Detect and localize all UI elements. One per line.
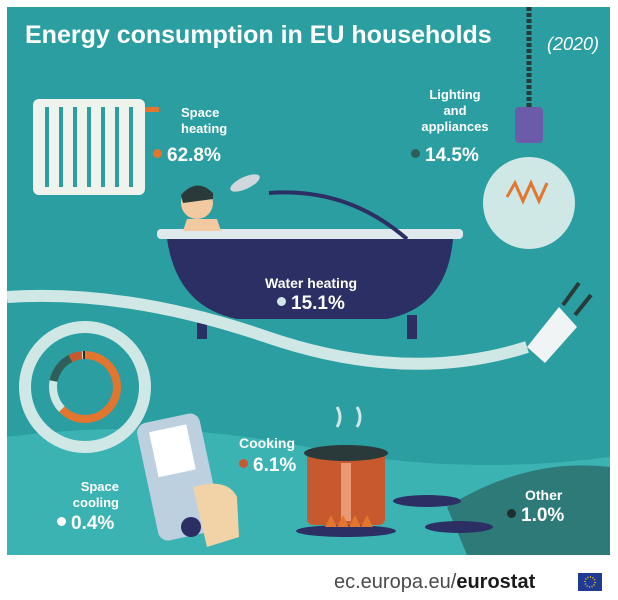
- infographic-panel: Energy consumption in EU households (202…: [7, 7, 610, 555]
- bathtub-icon: [157, 174, 463, 339]
- pct-lighting: 14.5%: [411, 145, 479, 167]
- value-space-heating: 62.8%: [167, 145, 221, 166]
- pct-other: 1.0%: [507, 505, 564, 527]
- shadow-blob: [447, 465, 610, 555]
- label-space-cooling-line-1: Space: [80, 479, 119, 494]
- label-lighting-line-2: and: [443, 103, 467, 118]
- legend-dot-space-heating: [153, 149, 162, 159]
- label-space-heating-line-1: Space: [181, 105, 220, 120]
- label-space-cooling-line-2: cooling: [72, 495, 119, 510]
- label-lighting-line-3: appliances: [421, 119, 489, 134]
- pct-space-cooling: 0.4%: [57, 513, 114, 535]
- source-url: ec.europa.eu/: [334, 571, 457, 593]
- legend-dot-water-heating: [277, 297, 286, 307]
- cooking-pot-icon: [296, 406, 493, 537]
- pct-space-heating: 62.8%: [153, 145, 221, 167]
- legend-dot-lighting: [411, 149, 420, 159]
- label-other: Other: [525, 487, 563, 503]
- value-lighting: 14.5%: [425, 145, 479, 166]
- eu-stars-icon: [584, 576, 596, 588]
- value-space-cooling: 0.4%: [71, 513, 115, 534]
- label-space-heating: Space heating: [181, 105, 227, 137]
- label-space-heating-line-2: heating: [181, 121, 228, 136]
- eu-flag-icon: [578, 573, 602, 591]
- label-cooking: Cooking: [239, 435, 295, 451]
- value-other: 1.0%: [521, 505, 565, 526]
- value-cooking: 6.1%: [253, 455, 297, 476]
- label-lighting-line-1: Lighting: [429, 87, 481, 102]
- pct-water-heating: 15.1%: [277, 293, 345, 315]
- legend-dot-space-cooling: [57, 517, 66, 527]
- pct-cooking: 6.1%: [239, 455, 296, 477]
- illustration-layer: [7, 7, 610, 555]
- legend-dot-cooking: [239, 459, 248, 469]
- label-space-cooling: Space cooling: [67, 479, 119, 511]
- donut-chart: [47, 349, 123, 425]
- donut-slice-cooking: [68, 351, 83, 363]
- cable-plug-icon: [7, 281, 593, 453]
- value-water-heating: 15.1%: [291, 293, 345, 314]
- donut-slice-water-heating: [49, 380, 65, 412]
- label-lighting: Lighting and appliances: [405, 87, 505, 135]
- source-brand: eurostat: [456, 571, 536, 593]
- page-title: Energy consumption in EU households: [25, 21, 492, 49]
- legend-dot-other: [507, 509, 516, 519]
- remote-control-icon: [137, 413, 239, 547]
- donut-slice-space-heating: [58, 351, 121, 423]
- title-year: (2020): [547, 34, 600, 54]
- label-water-heating: Water heating: [265, 275, 358, 291]
- source-footer: ec.europa.eu/eurostat: [334, 571, 535, 594]
- donut-slice-lighting-and-appliances: [49, 354, 73, 383]
- lightbulb-icon: [483, 7, 575, 249]
- radiator-icon: [33, 99, 159, 195]
